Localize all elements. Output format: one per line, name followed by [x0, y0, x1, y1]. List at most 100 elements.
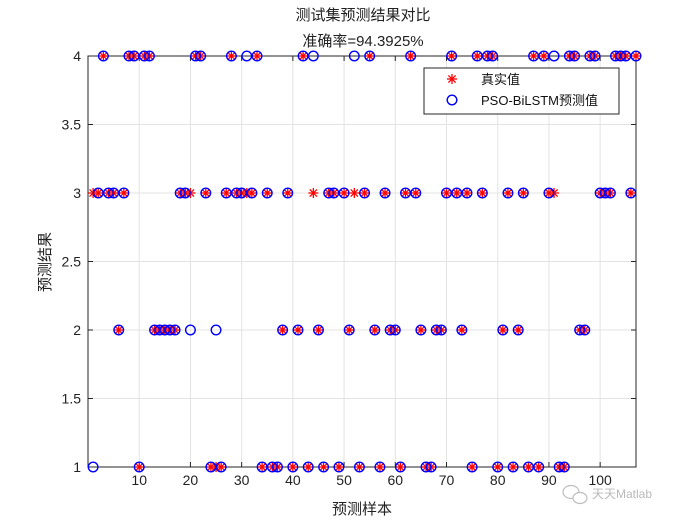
true-value-point: [134, 462, 145, 472]
predicted-value-point: [195, 50, 207, 62]
predicted-value-point: [231, 187, 243, 199]
predicted-value-point: [497, 324, 509, 336]
predicted-value-point: [379, 187, 391, 199]
predicted-value-point: [292, 324, 304, 336]
predicted-value-point: [113, 324, 125, 336]
predicted-value-point: [251, 50, 263, 62]
predicted-value-point: [615, 50, 627, 62]
true-value-point: [538, 51, 549, 61]
predicted-value-point: [348, 50, 360, 62]
predicted-value-point: [364, 50, 376, 62]
predicted-value-point: [302, 461, 314, 473]
predicted-value-point: [323, 187, 335, 199]
true-value-point: [246, 188, 257, 198]
true-value-point: [303, 462, 314, 472]
predicted-value-point: [143, 50, 155, 62]
true-value-point: [625, 188, 636, 198]
predicted-value-point: [179, 187, 191, 199]
true-value-point: [292, 325, 303, 335]
predicted-value-point: [476, 187, 488, 199]
x-tick-label: 70: [439, 472, 455, 488]
predicted-value-point: [517, 187, 529, 199]
predicted-value-point: [553, 461, 565, 473]
true-value-point: [400, 188, 411, 198]
predicted-value-point: [599, 187, 611, 199]
predicted-value-point: [589, 50, 601, 62]
true-value-point: [441, 188, 452, 198]
true-value-point: [502, 188, 513, 198]
true-value-point: [318, 462, 329, 472]
predicted-value-point: [604, 187, 616, 199]
true-value-point: [113, 325, 124, 335]
predicted-value-point: [282, 187, 294, 199]
predicted-value-point: [225, 50, 237, 62]
true-value-point: [313, 325, 324, 335]
predicted-value-point: [277, 324, 289, 336]
predicted-value-point: [502, 187, 514, 199]
true-value-point: [508, 462, 519, 472]
x-tick-label: 40: [285, 472, 301, 488]
true-value-point: [364, 51, 375, 61]
predicted-value-point: [558, 461, 570, 473]
true-value-point: [497, 325, 508, 335]
true-value-point: [410, 188, 421, 198]
true-value-point: [359, 188, 370, 198]
legend: 真实值 PSO-BiLSTM预测值: [423, 67, 620, 115]
x-tick-label: 30: [234, 472, 250, 488]
true-value-point: [98, 51, 109, 61]
predicted-value-point: [563, 50, 575, 62]
predicted-value-point: [307, 50, 319, 62]
predicted-value-point: [97, 50, 109, 62]
true-value-point: [257, 462, 268, 472]
predicted-value-point: [435, 324, 447, 336]
predicted-value-point: [630, 50, 642, 62]
x-tick-label: 100: [588, 472, 612, 488]
grid: [88, 55, 636, 468]
y-tick-label: 4: [73, 48, 81, 64]
predicted-value-point: [579, 324, 591, 336]
predicted-value-point: [338, 187, 350, 199]
data-markers: [87, 50, 642, 473]
predicted-value-point: [394, 461, 406, 473]
y-tick-label: 3: [73, 185, 81, 201]
predicted-value-point: [287, 461, 299, 473]
predicted-value-point: [261, 187, 273, 199]
true-value-point: [298, 51, 309, 61]
watermark-text: 天天Matlab: [592, 487, 652, 501]
predicted-value-point: [466, 461, 478, 473]
y-tick-labels: 1 1.5 2 2.5 3 3.5 4: [62, 48, 82, 475]
chart-title: 测试集预测结果对比: [295, 7, 430, 24]
predicted-value-point: [384, 324, 396, 336]
watermark: 天天Matlab: [562, 484, 652, 505]
predicted-value-point: [266, 461, 278, 473]
true-value-point: [349, 188, 360, 198]
y-axis-label: 预测结果: [37, 232, 54, 292]
predicted-value-point: [215, 461, 227, 473]
true-value-point: [631, 51, 641, 61]
predicted-value-point: [405, 50, 417, 62]
true-value-point: [477, 188, 488, 198]
x-tick-label: 80: [490, 472, 506, 488]
predicted-value-point: [430, 324, 442, 336]
predicted-value-point: [174, 187, 186, 199]
predicted-value-point: [87, 461, 99, 473]
x-tick-labels: 10 20 30 40 50 60 70 80 90 100: [131, 472, 612, 488]
y-tick-label: 2.5: [62, 254, 82, 270]
predicted-value-point: [271, 461, 283, 473]
true-value-point: [467, 462, 478, 472]
predicted-value-point: [312, 324, 324, 336]
true-value-point: [277, 325, 288, 335]
true-value-point: [93, 188, 104, 198]
predicted-value-point: [543, 187, 555, 199]
true-value-point: [200, 188, 211, 198]
legend-box: [423, 67, 620, 115]
chart-subtitle: 准确率=94.3925%: [302, 33, 423, 50]
y-tick-label: 2: [73, 322, 81, 338]
predicted-value-point: [625, 187, 637, 199]
true-value-point: [446, 51, 457, 61]
true-value-point: [523, 462, 534, 472]
predicted-value-point: [481, 50, 493, 62]
true-value-point: [472, 51, 483, 61]
true-value-point: [374, 462, 385, 472]
predicted-value-point: [138, 50, 150, 62]
